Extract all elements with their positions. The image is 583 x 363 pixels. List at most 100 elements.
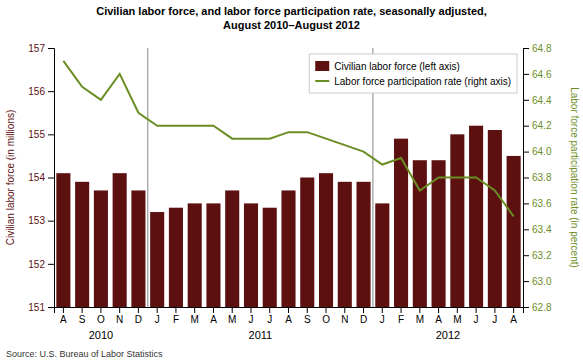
tick-mark — [232, 307, 233, 313]
tick: J — [474, 307, 479, 325]
bar — [94, 190, 108, 307]
tick-mark — [175, 307, 176, 313]
plot: ASONDJFMAMJJASONDJFMAMJJA151152153154155… — [28, 43, 552, 341]
tick: J — [492, 307, 497, 325]
legend: Civilian labor force (left axis) Labor fo… — [309, 54, 517, 93]
legend-label: Civilian labor force (left axis) — [334, 61, 460, 72]
tick: S — [304, 307, 311, 325]
tick-label: O — [322, 314, 330, 325]
tick: 155 — [28, 129, 54, 140]
tick-mark — [100, 307, 101, 313]
tick-mark — [157, 307, 158, 313]
tick-label: A — [510, 314, 517, 325]
bar — [300, 178, 314, 308]
tick: M — [453, 307, 461, 325]
bar — [469, 126, 483, 307]
bar — [225, 190, 239, 307]
tick: N — [341, 307, 348, 325]
tick: 63.0 — [523, 276, 552, 287]
bar — [450, 134, 464, 307]
bar — [113, 173, 127, 307]
axis-line — [55, 308, 524, 314]
tick-label: 64.8 — [532, 43, 552, 54]
bar — [394, 139, 408, 307]
tick-label: J — [267, 314, 272, 325]
tick: 63.4 — [523, 224, 552, 235]
tick: D — [135, 307, 142, 325]
tick-mark — [523, 126, 529, 127]
bar — [319, 173, 333, 307]
tick-label: 154 — [28, 172, 45, 183]
tick-label: 152 — [28, 259, 45, 270]
legend-box — [309, 54, 517, 93]
tick-mark — [63, 307, 64, 313]
tick-label: M — [453, 314, 461, 325]
tick: S — [79, 307, 86, 325]
tick-mark — [523, 255, 529, 256]
tick-label: D — [135, 314, 142, 325]
tick-label: A — [210, 314, 217, 325]
tick-mark — [382, 307, 383, 313]
bar — [244, 203, 258, 307]
tick-mark — [48, 48, 54, 49]
tick-mark — [119, 307, 120, 313]
bar — [375, 203, 389, 307]
tick: M — [228, 307, 236, 325]
tick-label: J — [380, 314, 385, 325]
tick-mark — [307, 307, 308, 313]
tick-label: M — [416, 314, 424, 325]
tick: A — [60, 307, 67, 325]
tick: F — [398, 307, 404, 325]
tick: A — [435, 307, 442, 325]
tick-label: N — [341, 314, 348, 325]
legend-label: Labor force participation rate (right ax… — [334, 76, 511, 87]
tick: 64.8 — [523, 43, 552, 54]
axis-line — [524, 49, 530, 308]
tick-mark — [138, 307, 139, 313]
tick: 64.6 — [523, 69, 552, 80]
tick-mark — [250, 307, 251, 313]
tick-label: 63.8 — [532, 172, 552, 183]
bar — [507, 156, 521, 307]
title-line: August 2010–August 2012 — [223, 19, 360, 31]
tick: 64.4 — [523, 95, 552, 106]
tick-mark — [523, 48, 529, 49]
chart: Civilian labor force, and labor force pa… — [0, 0, 583, 363]
tick-mark — [326, 307, 327, 313]
tick-label: N — [116, 314, 123, 325]
tick: 62.8 — [523, 302, 552, 313]
tick-label: 151 — [28, 302, 45, 313]
bar — [169, 208, 183, 307]
bar — [131, 190, 145, 307]
tick: O — [322, 307, 330, 325]
tick: A — [510, 307, 517, 325]
axis-line — [48, 49, 55, 308]
tick-mark — [476, 307, 477, 313]
divider — [147, 48, 148, 307]
tick: N — [116, 307, 123, 325]
title: Civilian labor force, and labor force pa… — [96, 5, 487, 31]
tick: 64.2 — [523, 120, 552, 131]
bar — [150, 212, 164, 307]
tick: 151 — [28, 302, 54, 313]
tick-label: 153 — [28, 215, 45, 226]
tick-mark — [523, 178, 529, 179]
tick-label: 155 — [28, 129, 45, 140]
tick: 153 — [28, 215, 54, 226]
bar — [281, 190, 295, 307]
bar — [338, 182, 352, 307]
tick-mark — [82, 307, 83, 313]
tick-mark — [401, 307, 402, 313]
tick-label: 63.4 — [532, 224, 552, 235]
bar — [56, 173, 70, 307]
tick-mark — [523, 100, 529, 101]
tick: M — [416, 307, 424, 325]
tick-mark — [523, 281, 529, 282]
tick: 63.2 — [523, 250, 552, 261]
tick: J — [155, 307, 160, 325]
tick-label: F — [398, 314, 404, 325]
bar — [263, 208, 277, 307]
tick-label: A — [60, 314, 67, 325]
tick-label: 63.2 — [532, 250, 552, 261]
tick-label: F — [173, 314, 179, 325]
